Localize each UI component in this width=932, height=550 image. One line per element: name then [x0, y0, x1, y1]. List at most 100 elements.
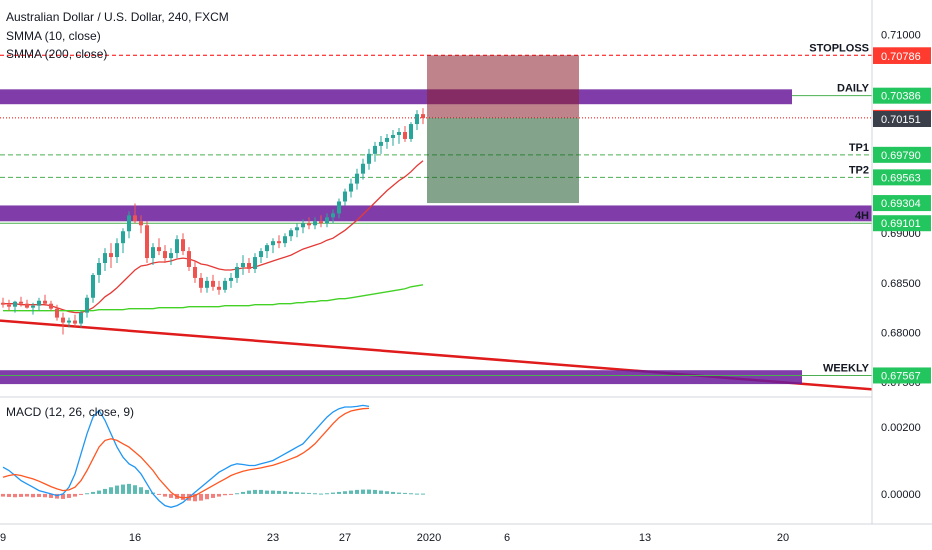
macd-histogram-bar	[163, 493, 167, 497]
level-label-tp1: TP1	[849, 142, 869, 154]
macd-histogram-bar	[229, 493, 233, 495]
macd-histogram-bar	[265, 490, 269, 494]
price-tag-text: 0.69304	[881, 198, 921, 210]
macd-pane[interactable]	[1, 404, 425, 508]
macd-histogram-bar	[283, 491, 287, 494]
candle-body	[355, 173, 359, 184]
macd-histogram-bar	[343, 491, 347, 494]
candle-body	[43, 300, 47, 304]
price-tag-box	[873, 47, 931, 64]
candle-body	[151, 247, 155, 259]
macd-histogram-bar	[235, 493, 239, 495]
price-tag-text: 0.67567	[881, 370, 921, 382]
macd-histogram-bar	[361, 489, 365, 494]
macd-legend: MACD (12, 26, close, 9)	[6, 405, 135, 419]
candle-body	[127, 215, 131, 232]
macd-histogram-bar	[271, 490, 275, 494]
candle-body	[331, 213, 335, 218]
price-tag-text: 0.70786	[881, 51, 921, 63]
chart-title: Australian Dollar / U.S. Dollar, 240, FX…	[6, 10, 229, 24]
candle-body	[133, 215, 137, 222]
macd-histogram-bar	[199, 493, 203, 501]
macd-histogram-bar	[331, 492, 335, 494]
candle-body	[1, 302, 5, 305]
candle-body	[67, 320, 71, 323]
zone-4h	[0, 205, 872, 222]
candle-body	[55, 308, 59, 318]
price-tag-text: 0.69790	[881, 150, 921, 162]
candle-body	[271, 241, 275, 246]
macd-histogram-bar	[409, 493, 413, 495]
time-tick-label: 27	[339, 532, 351, 544]
macd-histogram-bar	[31, 493, 35, 498]
candle-body	[289, 230, 293, 237]
macd-histogram-bar	[193, 493, 197, 502]
candle-body	[79, 312, 83, 324]
time-tick-label: 16	[129, 532, 141, 544]
level-label-stoploss: STOPLOSS	[809, 42, 869, 54]
price-tick-label: 0.69000	[881, 228, 921, 240]
macd-histogram-bar	[1, 493, 5, 497]
candle-body	[49, 303, 53, 309]
macd-histogram-bar	[301, 492, 305, 494]
candle-body	[253, 257, 257, 269]
price-tag-text: 0.69563	[881, 172, 921, 184]
macd-histogram-bar	[355, 489, 359, 494]
macd-histogram-bar	[277, 490, 281, 494]
macd-histogram-bar	[391, 491, 395, 494]
price-axis-background	[872, 0, 932, 524]
candle-body	[421, 114, 425, 119]
macd-histogram-bar	[253, 489, 257, 494]
price-pane[interactable]: STOPLOSS DAILY TP1 TP2 4H WEEKLY	[0, 0, 932, 398]
candle-body	[61, 317, 65, 323]
candle-body	[175, 239, 179, 254]
candle-body	[217, 286, 221, 290]
candle-body	[319, 221, 323, 224]
time-tick-label: 6	[504, 532, 510, 544]
macd-histogram-bar	[133, 485, 137, 494]
candle-body	[295, 227, 299, 231]
candle-body	[115, 243, 119, 258]
macd-histogram-bar	[169, 493, 173, 498]
macd-histogram-bar	[67, 493, 71, 498]
macd-histogram-bar	[349, 490, 353, 494]
candle-body	[169, 253, 173, 259]
candle-body	[337, 201, 341, 214]
macd-histogram-bar	[337, 491, 341, 494]
stop-loss-zone	[427, 55, 579, 118]
macd-histogram-bar	[379, 490, 383, 494]
candle-body	[199, 277, 203, 288]
macd-histogram-bar	[145, 489, 149, 494]
zone-daily	[0, 89, 792, 105]
price-tag-box	[873, 195, 931, 212]
macd-histogram-bar	[127, 483, 131, 494]
candle-body	[367, 153, 371, 164]
candle-body	[241, 263, 245, 267]
macd-histogram-bar	[85, 493, 89, 495]
candle-body	[37, 300, 41, 306]
candle-body	[307, 223, 311, 226]
candle-body	[379, 141, 383, 146]
macd-histogram-bar	[313, 493, 317, 495]
candle-body	[415, 114, 419, 125]
candle-body	[265, 245, 269, 252]
price-tag-box	[873, 87, 931, 104]
price-tick-label: 0.68000	[881, 327, 921, 339]
candle-body	[301, 223, 305, 228]
candle-body	[373, 145, 377, 154]
macd-histogram-bar	[139, 487, 143, 494]
price-tag-box	[873, 215, 931, 232]
price-tick-label: 0.68500	[881, 278, 921, 290]
candle-body	[391, 134, 395, 138]
candle-body	[31, 305, 35, 308]
time-tick-label: 23	[267, 532, 279, 544]
candle-body	[145, 225, 149, 259]
price-tag-box	[873, 111, 931, 128]
candle-body	[187, 251, 191, 267]
candle-body	[121, 231, 125, 244]
candle-body	[229, 277, 233, 281]
macd-histogram-bar	[13, 493, 17, 498]
time-tick-label: 9	[0, 532, 6, 544]
macd-histogram-bar	[367, 489, 371, 494]
